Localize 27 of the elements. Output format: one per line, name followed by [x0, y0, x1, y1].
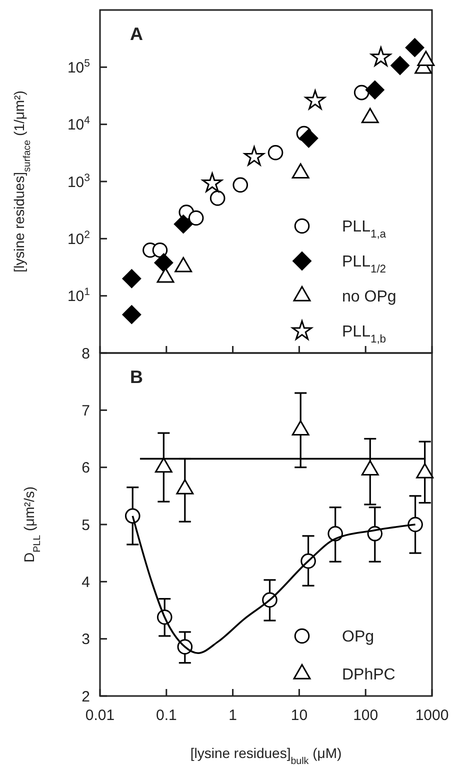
y-tick-label: 10$^{1}$ — [67, 286, 90, 306]
legend-label: DPhPC — [342, 666, 396, 684]
y-tick-label: 10$^{4}$ — [67, 114, 90, 134]
y-tick-label: 10$^{5}$ — [67, 57, 90, 76]
x-tick-label: 0.1 — [156, 707, 177, 724]
annotation: A — [130, 24, 143, 44]
y-tick-label: 3 — [82, 631, 90, 648]
y-tick-label: 10$^{2}$ — [67, 228, 90, 248]
y-tick-label: 4 — [82, 574, 90, 591]
x-tick-label: 10 — [290, 707, 308, 724]
legend-label: no OPg — [342, 288, 396, 306]
y-tick-label: 2 — [82, 688, 90, 706]
x-tick-label: 0.01 — [85, 707, 115, 724]
x-tick-label: 100 — [353, 707, 378, 724]
x-axis-title: [lysine residues]$_{bulk}$ (μM) — [190, 745, 342, 766]
legend-label: PLL$_{1,b}$ — [342, 324, 386, 346]
legend-label: PLL$_{1,a}$ — [342, 218, 387, 241]
annotation: B — [130, 367, 143, 387]
legend-label: OPg — [342, 628, 374, 646]
y-tick-label: 8 — [82, 345, 90, 362]
x-tick-label: 1000 — [415, 707, 449, 724]
legend-label: PLL$_{1/2}$ — [342, 254, 386, 276]
y-tick-label: 6 — [82, 460, 90, 477]
y-tick-label: 5 — [82, 516, 90, 534]
y-tick-label: 7 — [82, 402, 90, 420]
y-tick-label: 10$^{3}$ — [67, 172, 90, 191]
x-tick-label: 1 — [228, 707, 237, 724]
